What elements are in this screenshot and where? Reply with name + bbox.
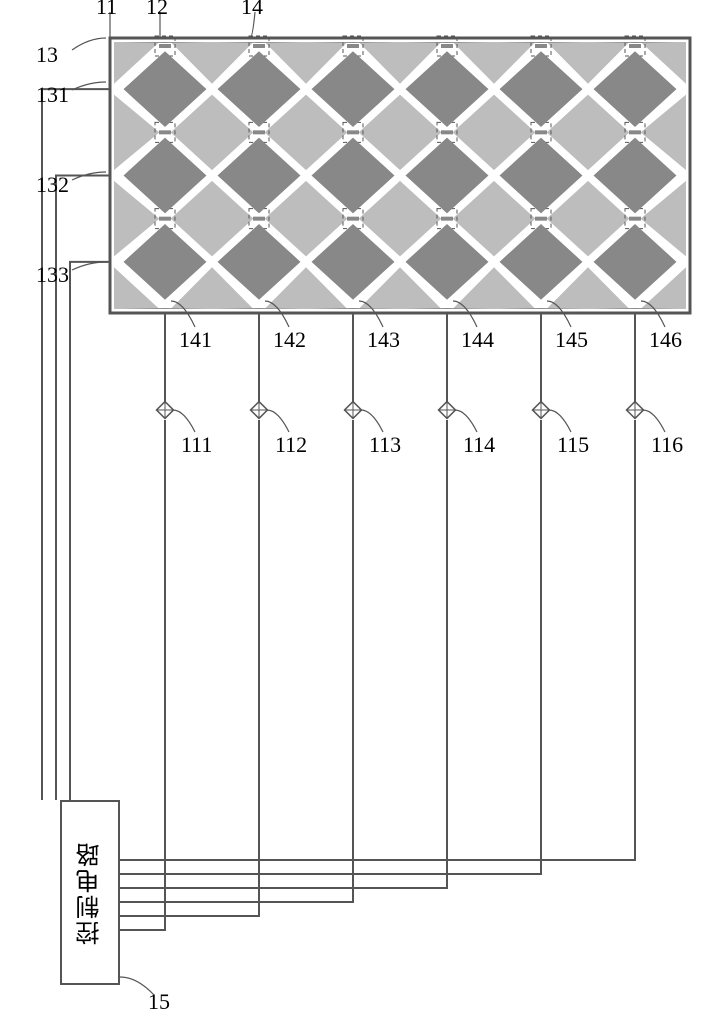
controller-block: 控制电路	[60, 800, 120, 985]
controller-label: 控制电路	[73, 841, 108, 945]
